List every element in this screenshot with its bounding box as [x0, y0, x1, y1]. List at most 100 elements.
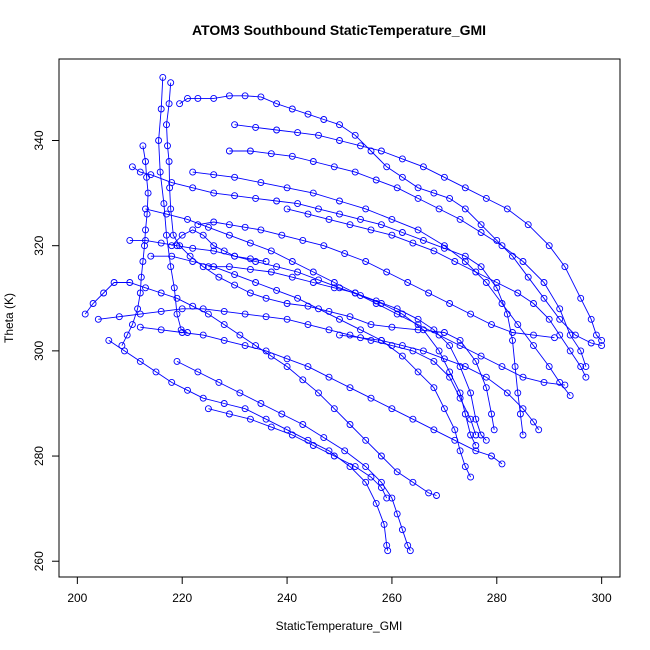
- data-point: [511, 363, 519, 371]
- series-line: [108, 340, 389, 551]
- data-point: [393, 510, 401, 518]
- series-line: [234, 124, 602, 341]
- data-point: [503, 205, 511, 213]
- data-point: [414, 194, 422, 202]
- data-point: [215, 378, 223, 386]
- data-point: [514, 389, 522, 397]
- data-point: [477, 352, 485, 360]
- data-point: [519, 431, 527, 439]
- data-point: [309, 442, 317, 449]
- data-point: [246, 239, 254, 247]
- data-point: [241, 223, 249, 231]
- data-point: [561, 381, 569, 389]
- data-point: [246, 415, 254, 423]
- data-point: [351, 289, 359, 297]
- series-13: [126, 236, 480, 449]
- data-point: [388, 323, 396, 331]
- data-point: [498, 242, 506, 250]
- data-point: [561, 263, 569, 271]
- data-point: [160, 200, 168, 208]
- chart-title: ATOM3 Southbound StaticTemperature_GMI: [192, 22, 486, 38]
- data-point: [184, 386, 191, 394]
- data-point: [336, 121, 343, 129]
- data-point: [320, 434, 328, 442]
- data-point: [252, 194, 260, 202]
- data-point: [204, 310, 212, 318]
- data-point: [398, 155, 406, 163]
- data-point: [535, 426, 543, 434]
- data-point: [199, 231, 207, 239]
- data-point: [393, 310, 401, 318]
- data-point: [440, 405, 448, 413]
- data-point: [220, 336, 228, 344]
- data-point: [215, 273, 223, 281]
- data-point: [519, 405, 527, 413]
- data-point: [433, 492, 440, 499]
- data-point: [398, 342, 406, 350]
- data-point: [163, 231, 170, 239]
- series-17: [231, 121, 606, 344]
- data-point: [357, 334, 364, 342]
- data-point: [377, 478, 385, 486]
- series-line: [176, 360, 411, 551]
- data-point: [257, 400, 265, 407]
- data-point: [598, 342, 606, 350]
- data-point: [477, 229, 485, 236]
- data-point: [482, 384, 490, 392]
- data-point: [294, 294, 302, 302]
- data-point: [383, 541, 391, 549]
- data-point: [170, 284, 178, 292]
- data-point: [231, 252, 239, 260]
- data-point: [184, 215, 191, 223]
- data-point: [165, 100, 173, 108]
- data-point: [377, 336, 385, 344]
- data-point: [503, 389, 511, 397]
- data-point: [231, 271, 239, 279]
- data-point: [451, 426, 459, 434]
- data-point: [288, 105, 296, 113]
- x-axis: 200 220 240 260 280 300: [67, 576, 612, 605]
- data-point: [383, 163, 391, 171]
- data-point: [393, 184, 401, 192]
- data-point: [545, 363, 553, 371]
- data-point: [530, 300, 537, 307]
- data-point: [336, 315, 343, 323]
- data-point: [315, 276, 322, 284]
- series-line: [129, 239, 477, 446]
- data-point: [406, 547, 414, 555]
- data-point: [220, 247, 228, 255]
- data-point: [136, 310, 144, 318]
- data-point: [398, 526, 406, 534]
- data-point: [210, 247, 218, 255]
- data-point: [367, 473, 375, 481]
- series-21: [168, 226, 270, 265]
- data-point: [398, 229, 406, 236]
- x-tick-label: 260: [382, 591, 402, 605]
- x-tick-label: 280: [487, 591, 507, 605]
- data-point: [299, 376, 307, 384]
- data-point: [168, 252, 176, 260]
- data-point: [566, 331, 574, 339]
- data-point: [388, 231, 396, 239]
- data-point: [199, 331, 207, 339]
- series-line: [339, 334, 540, 431]
- data-point: [545, 242, 553, 250]
- data-point: [587, 339, 595, 347]
- data-point: [440, 329, 448, 336]
- data-point: [430, 189, 438, 197]
- data-point: [362, 436, 370, 444]
- data-point: [210, 263, 218, 271]
- data-point: [246, 265, 254, 273]
- data-point: [309, 189, 317, 197]
- data-point: [231, 173, 239, 181]
- data-point: [357, 292, 364, 300]
- data-point: [273, 126, 281, 134]
- data-point: [398, 173, 406, 181]
- data-point: [225, 410, 233, 418]
- data-point: [393, 468, 401, 476]
- data-point: [128, 163, 136, 171]
- series-3: [176, 92, 606, 350]
- data-point: [446, 342, 454, 350]
- data-point: [136, 357, 144, 365]
